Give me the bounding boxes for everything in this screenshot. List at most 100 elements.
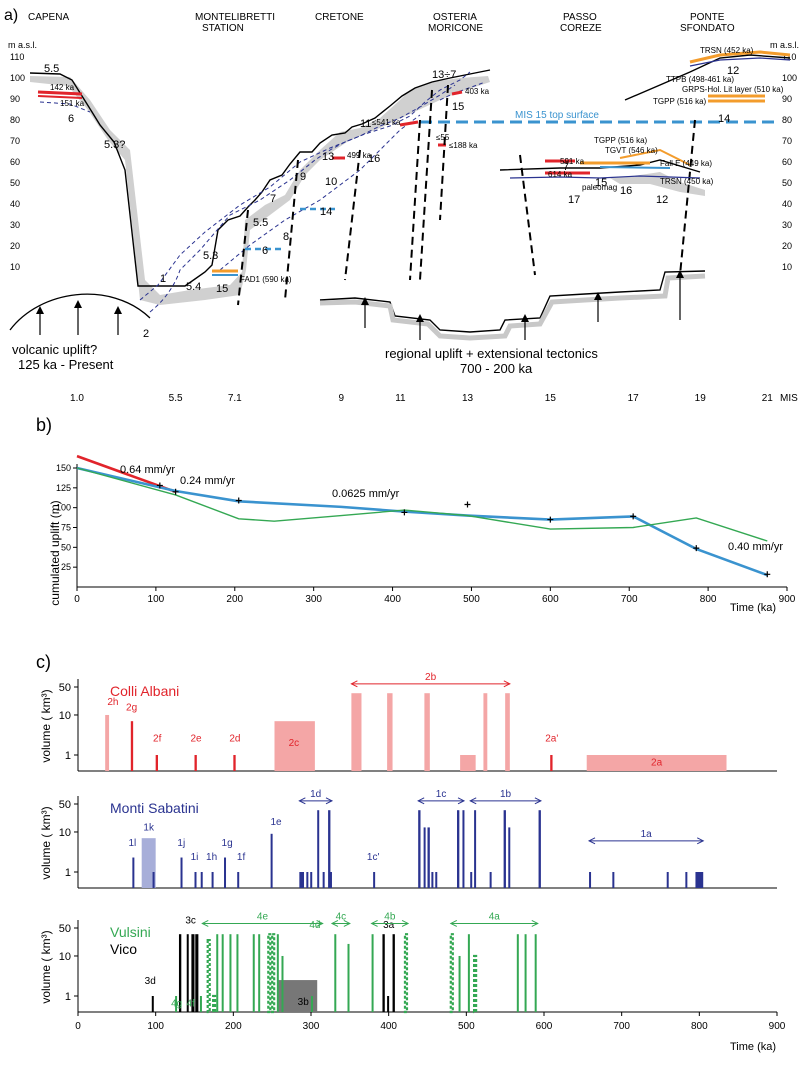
elev-tick-left: 50: [10, 178, 20, 188]
label-6a: 6: [68, 113, 74, 125]
elev-tick-right: 60: [782, 157, 792, 167]
label-12: 12: [727, 65, 739, 77]
label-16b: 16: [620, 185, 632, 197]
locality-cretone: CRETONE: [315, 12, 364, 23]
eruption-bar: [483, 693, 488, 771]
eruption-label: 1i: [191, 852, 199, 863]
eruption-bar: [328, 872, 332, 888]
elev-tick-left: 10: [10, 262, 20, 272]
passo-shading: [610, 172, 705, 196]
eruption-bar: [505, 693, 510, 771]
eruption-bar: [435, 872, 438, 888]
label-5-3: 5.3: [203, 250, 218, 262]
eruption-bar: [276, 934, 279, 1012]
uplift-marker: [547, 516, 554, 523]
eruption-bar: [130, 721, 134, 771]
uplift-marker: [235, 497, 242, 504]
uplift-marker: [764, 571, 771, 578]
eruption-x-tick-label: 700: [613, 1021, 630, 1032]
uplift-x-tick-label: 500: [463, 594, 480, 605]
label-9: 9: [300, 171, 306, 183]
age-614: 614 ka: [548, 170, 573, 179]
eruption-bar: [194, 755, 197, 771]
volcanic-caption-2: 125 ka - Present: [18, 357, 114, 372]
eruption-label: 4f: [186, 998, 195, 1009]
elevation-ticks: 110 110 100 100 90 90 80 80 70 70 60 60 50 50 40 40 30 30…: [10, 52, 797, 272]
eruption-bar: [328, 810, 331, 888]
age-403: 403 ka: [465, 87, 490, 96]
elev-tick-right: 20: [782, 241, 792, 251]
eruption-bar: [431, 872, 434, 888]
row-ylabel: volume ( km³): [39, 806, 53, 879]
volcanic-arc: [9, 293, 151, 331]
elev-tick-left: 30: [10, 220, 20, 230]
eruption-x-tick-label: 100: [147, 1021, 164, 1032]
uplift-markers: [156, 482, 771, 578]
uplift-marker: [693, 545, 700, 552]
label-7: 7: [270, 193, 276, 205]
eruption-bar: [449, 933, 454, 1014]
row-y-tick-label: 50: [59, 682, 71, 694]
uplift-x-tick-label: 100: [148, 594, 165, 605]
eruption-bar: [403, 933, 409, 1014]
span-arrows: [330, 919, 351, 927]
eruption-x-tick-label: 400: [380, 1021, 397, 1032]
horizon-trsn-base: [689, 57, 791, 67]
eruption-bar: [141, 838, 156, 888]
uplift-y-tick-label: 25: [61, 562, 71, 572]
eruption-bar: [194, 872, 197, 888]
age-grps: GRPS-Hol. Lit layer (510 ka): [682, 85, 784, 94]
terrace-labels: 5.5 6 5.3? 1 5.3 5.4 2 5.5 6 7 8 9 10 11…: [44, 63, 739, 340]
eruption-bar: [534, 934, 537, 1012]
elev-tick-left: 100: [10, 73, 25, 83]
eruption-bar: [233, 755, 236, 771]
eruption-bar: [503, 810, 506, 888]
eruption-bar: [175, 996, 178, 1012]
eruption-bar: [299, 872, 305, 888]
eruption-label: 2a: [651, 757, 663, 768]
age-591: 591 ka: [560, 157, 585, 166]
span-label: 1c: [436, 789, 447, 800]
label-12b: 12: [656, 194, 668, 206]
eruption-label: 2g: [126, 702, 137, 713]
row-y-tick-label: 1: [65, 750, 71, 762]
mis-tick: 1.0: [70, 393, 84, 404]
label-5-3q: 5.3?: [104, 139, 125, 151]
eruption-bar: [371, 934, 374, 1012]
eruption-bar: [589, 872, 592, 888]
marker-151ka: [37, 95, 83, 99]
row-title-2: Vico: [110, 941, 137, 957]
mis-tick: 19: [695, 393, 707, 404]
uplift-axes: 0 100 200 300 400 500 600 700 800 900 25 50 75 100 125…: [56, 463, 796, 605]
uplift-x-tick-label: 200: [226, 594, 243, 605]
row-title: Colli Albani: [110, 683, 179, 699]
eruption-bar: [252, 934, 255, 1012]
span-arrows: [469, 797, 543, 805]
label-5-4: 5.4: [186, 281, 201, 293]
age-fad1: FAD1 (590 ka): [240, 275, 292, 284]
label-6b: 6: [262, 245, 268, 257]
span-arrows: [417, 797, 466, 805]
eruption-x-tick-label: 200: [225, 1021, 242, 1032]
uplift-x-tick-label: 600: [542, 594, 559, 605]
eruption-label: 3a: [383, 920, 395, 931]
elev-tick-right: 90: [782, 94, 792, 104]
eruption-bar: [427, 827, 430, 888]
age-tgpp-a: TGPP (516 ka): [653, 97, 707, 106]
row-ylabel: volume ( km³): [39, 930, 53, 1003]
regional-caption-1: regional uplift + extensional tectonics: [385, 346, 598, 361]
faults: [237, 84, 696, 306]
label-15b: 15: [452, 101, 464, 113]
elev-tick-right: 110: [782, 52, 796, 62]
eruption-label: 1f: [237, 852, 246, 863]
uplift-x-tick-label: 800: [700, 594, 717, 605]
age-55: ≤55: [436, 133, 450, 142]
panel-a-tag: a): [4, 7, 18, 24]
age-188: ≤188 ka: [449, 141, 478, 150]
span-label: 1a: [641, 829, 653, 840]
eruption-bar: [474, 810, 477, 888]
row-ylabel: volume ( km³): [39, 689, 53, 762]
uplift-ylabel: cumulated uplift (m): [48, 500, 62, 605]
eruption-bar: [206, 938, 211, 1014]
eruption-label: 1j: [177, 838, 185, 849]
